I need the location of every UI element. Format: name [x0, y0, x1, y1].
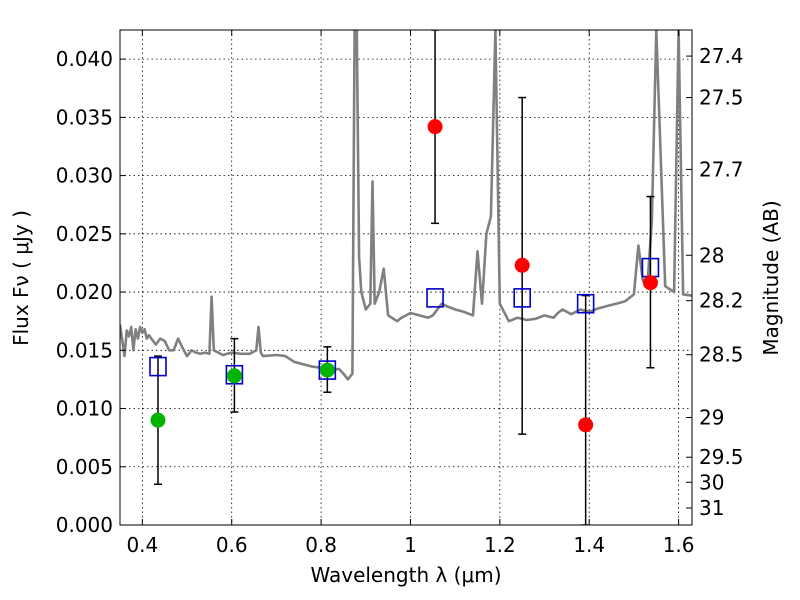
model-square-marker — [318, 360, 337, 380]
model-square-marker — [149, 356, 167, 377]
y2-tick-label: 27.5 — [699, 86, 744, 110]
red-data-point — [514, 257, 530, 273]
y2-axis-label: Magnitude (AB) — [759, 200, 783, 355]
x-tick-label: 0.8 — [305, 533, 337, 557]
model-square-marker — [225, 364, 244, 385]
red-data-point — [642, 275, 658, 291]
y-tick-label: 0.020 — [56, 280, 113, 304]
grid-lines — [120, 30, 692, 526]
errorbar-layer — [153, 30, 655, 525]
y2-tick-label: 30 — [699, 470, 724, 494]
model-square-marker — [426, 288, 444, 308]
y-tick-label: 0.010 — [56, 397, 113, 421]
green-data-point — [150, 412, 166, 428]
x-tick-label: 1.4 — [573, 533, 605, 557]
green-data-point — [319, 362, 335, 378]
axis-ticks: 0.4 0.6 0.8 1 1.2 1.4 1.6 0.000 0.005 0.010 0.015 0… — [56, 30, 744, 557]
x-tick-label: 1.6 — [663, 533, 695, 557]
y-axis-label: Flux Fν ( μJy ) — [9, 210, 33, 346]
y-tick-label: 0.035 — [56, 105, 113, 129]
y2-tick-label: 28.2 — [699, 289, 744, 313]
y2-tick-label: 28 — [699, 243, 724, 267]
model-square-marker — [513, 288, 531, 308]
y2-tick-label: 28.5 — [699, 343, 744, 367]
model-square-marker — [576, 293, 595, 314]
y-tick-label: 0.000 — [56, 513, 113, 537]
red-data-point — [427, 119, 443, 135]
x-tick-label: 0.4 — [126, 533, 158, 557]
x-tick-label: 1.2 — [484, 533, 516, 557]
y-tick-label: 0.005 — [56, 455, 113, 479]
x-tick-label: 0.6 — [216, 533, 248, 557]
marker-layer — [149, 119, 660, 433]
spectrum-layer — [120, 30, 692, 381]
y2-tick-label: 29 — [699, 405, 724, 429]
y2-tick-label: 27.7 — [699, 157, 744, 181]
x-axis-label: Wavelength λ (μm) — [310, 563, 501, 587]
green-data-point — [226, 368, 242, 384]
x-tick-label: 1 — [404, 533, 417, 557]
y2-tick-label: 27.4 — [699, 44, 744, 68]
red-data-point — [578, 417, 594, 433]
y2-tick-label: 31 — [699, 496, 724, 520]
y-tick-label: 0.025 — [56, 222, 113, 246]
y-tick-label: 0.015 — [56, 338, 113, 362]
y-tick-label: 0.030 — [56, 164, 113, 188]
plot-frame — [119, 29, 693, 526]
spectrum-line — [120, 30, 692, 381]
y2-tick-label: 29.5 — [699, 445, 744, 469]
y-tick-label: 0.040 — [56, 47, 113, 71]
